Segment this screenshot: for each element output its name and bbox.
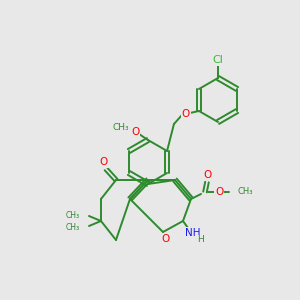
- Text: H: H: [196, 236, 203, 244]
- Text: Cl: Cl: [213, 55, 224, 65]
- Text: NH: NH: [185, 228, 201, 238]
- Text: O: O: [161, 234, 169, 244]
- Text: O: O: [100, 157, 108, 167]
- Text: CH₃: CH₃: [113, 122, 129, 131]
- Text: CH₃: CH₃: [66, 211, 80, 220]
- Text: O: O: [131, 127, 139, 137]
- Text: O: O: [203, 170, 211, 180]
- Text: O: O: [215, 187, 223, 197]
- Text: CH₃: CH₃: [237, 188, 253, 196]
- Text: CH₃: CH₃: [66, 223, 80, 232]
- Text: O: O: [182, 109, 190, 119]
